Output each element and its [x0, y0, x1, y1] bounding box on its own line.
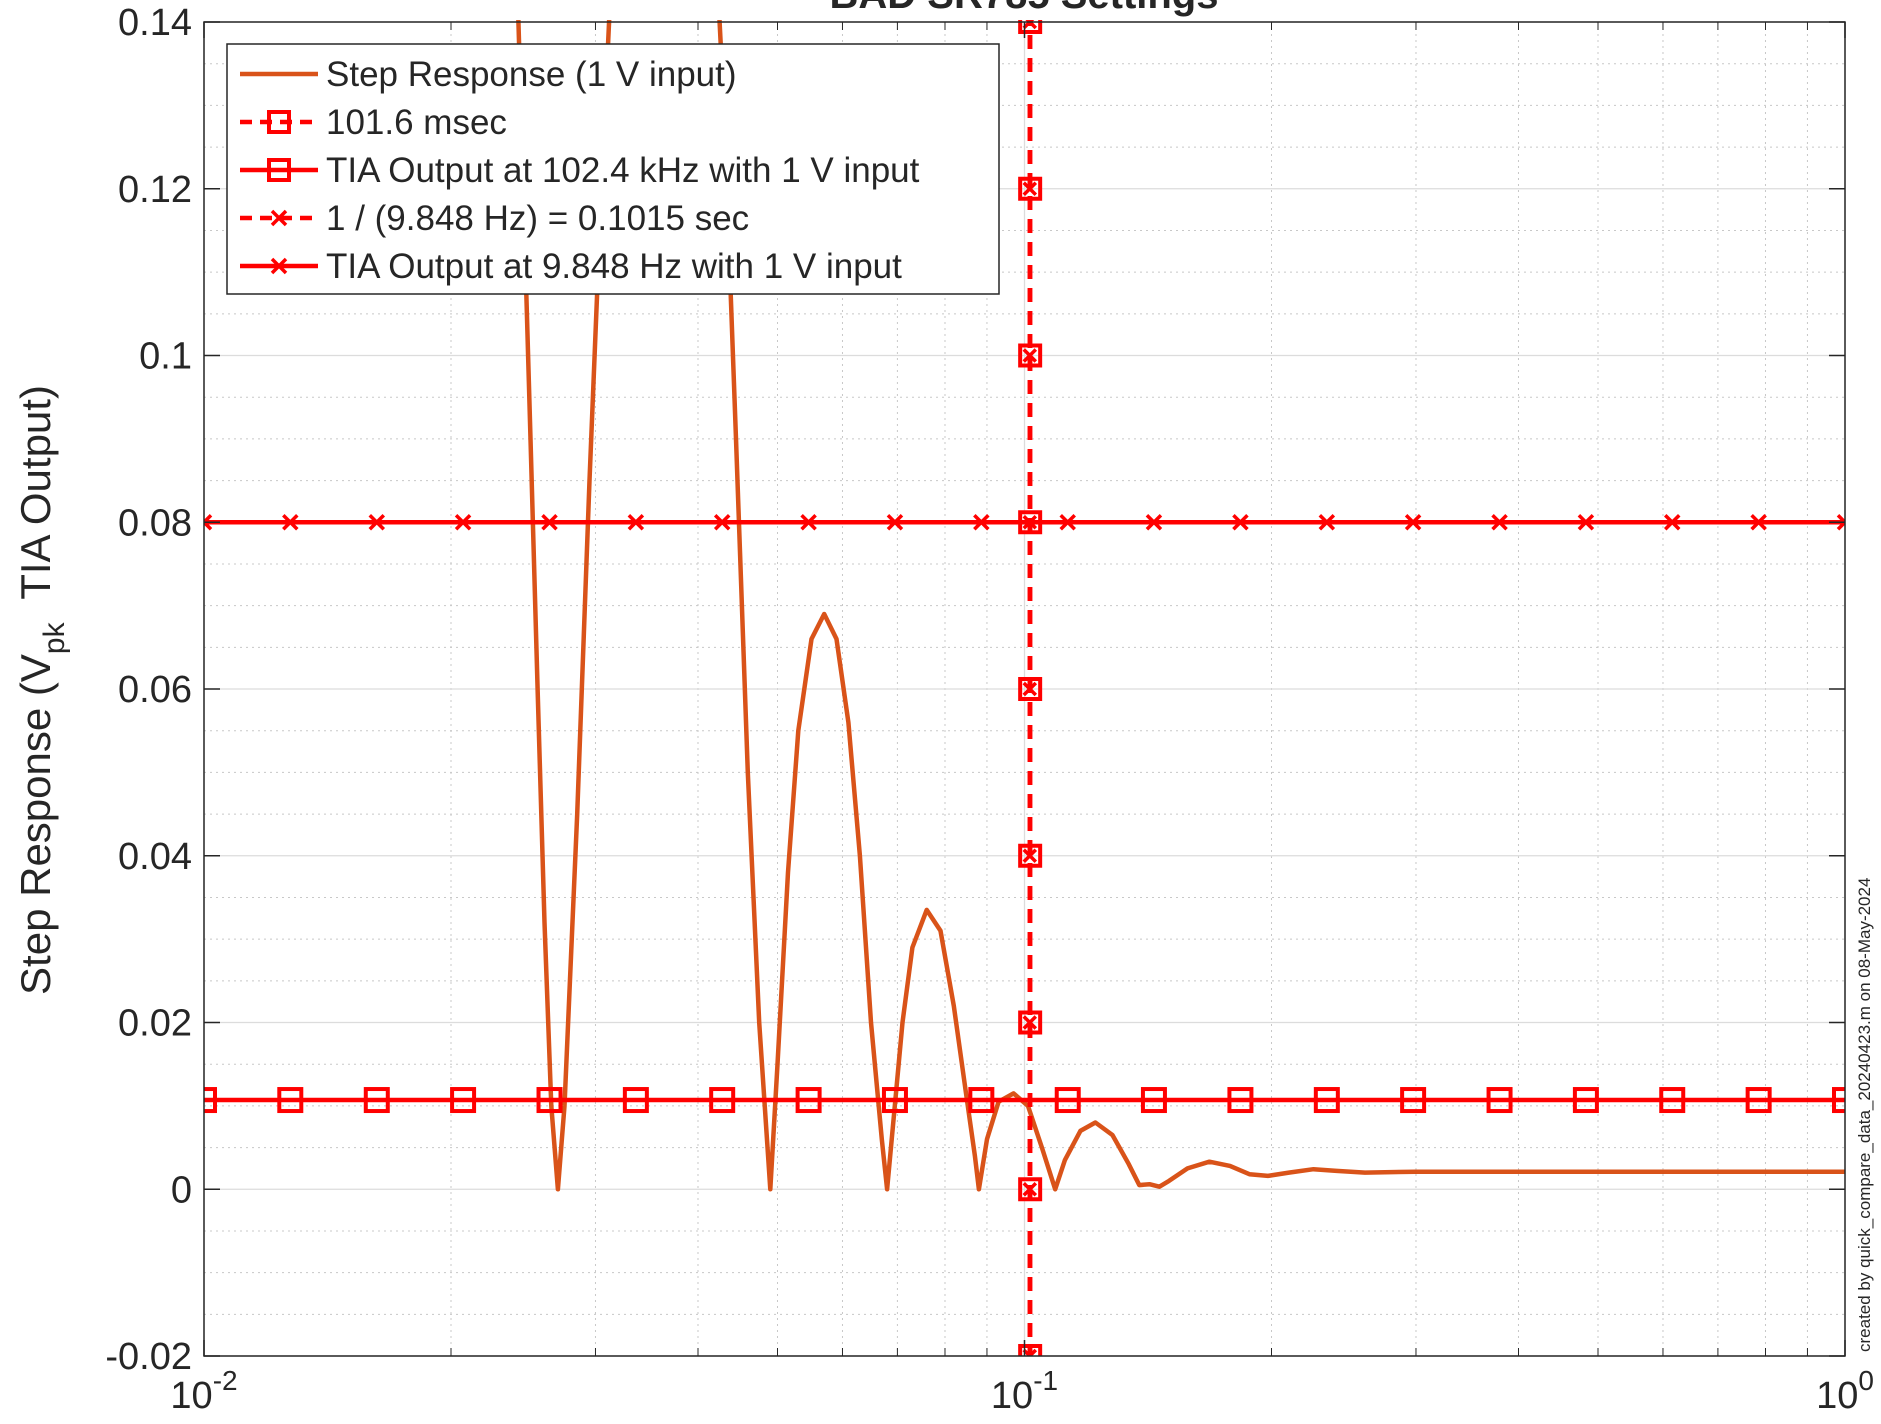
x-tick-label: 10-1	[991, 1365, 1058, 1417]
y-tick-label: 0	[171, 1169, 192, 1211]
y-tick-label: 0.12	[118, 169, 192, 211]
legend-label: 1 / (9.848 Hz) = 0.1015 sec	[326, 199, 749, 238]
axis-ticks	[203, 21, 1846, 1357]
square-marker	[881, 1087, 908, 1114]
square-marker	[1832, 1087, 1845, 1114]
x-marker	[270, 257, 288, 275]
y-tick-label: 0.02	[118, 1003, 192, 1045]
x-marker	[713, 514, 731, 531]
legend-label: 101.6 msec	[326, 103, 507, 142]
legend-entry-4: 1 / (9.848 Hz) = 0.1015 sec	[240, 199, 749, 238]
y-tick-label: 0.1	[139, 336, 192, 378]
x-tick-label: 10-2	[170, 1365, 237, 1417]
y-tick-label: 0.06	[118, 669, 192, 711]
x-marker	[1022, 181, 1038, 196]
y-axis-label-main: Step Response (V	[12, 654, 59, 995]
series-1	[516, 20, 1845, 1192]
x-tick-label-base: 10	[1816, 1375, 1858, 1417]
y-axis-label-suffix: TIA Output)	[12, 385, 59, 622]
legend-entry-3: TIA Output at 102.4 kHz with 1 V input	[240, 151, 920, 190]
x-marker	[1022, 1348, 1038, 1356]
x-tick-label-exponent: -1	[1033, 1365, 1058, 1396]
series-layer	[204, 20, 1845, 1356]
series-5	[204, 514, 1845, 531]
square-marker	[1054, 1087, 1081, 1114]
x-tick-labels: 10-2 10-1 100	[170, 1365, 1874, 1417]
legend-box	[226, 43, 1000, 295]
legend: Step Response (1 V input) 101.6 msec TIA O…	[226, 43, 1000, 295]
x-marker	[1491, 514, 1508, 531]
legend-label: TIA Output at 102.4 kHz with 1 V input	[326, 151, 920, 190]
legend-label: TIA Output at 9.848 Hz with 1 V input	[326, 247, 902, 286]
x-marker	[886, 514, 904, 531]
square-marker	[267, 110, 291, 134]
x-marker	[1022, 681, 1038, 697]
x-tick-label: 100	[1816, 1365, 1874, 1417]
series-3	[204, 1087, 1845, 1114]
square-marker	[1572, 1087, 1599, 1114]
x-marker	[1022, 1182, 1038, 1197]
y-tick-label: -0.02	[105, 1336, 192, 1378]
square-marker	[1227, 1087, 1254, 1114]
x-tick-label-exponent: -2	[213, 1365, 238, 1396]
legend-entry-1: Step Response (1 V input)	[240, 55, 737, 94]
y-tick-label: 0.14	[118, 2, 192, 44]
y-tick-labels: -0.02 0 0.02 0.04 0.06 0.08 0.1 0.12 0.14	[105, 2, 192, 1378]
x-marker	[1232, 514, 1249, 531]
step-response-line	[516, 20, 1845, 1192]
x-tick-label-base: 10	[991, 1375, 1033, 1417]
x-marker	[1577, 514, 1595, 531]
x-marker	[1836, 514, 1845, 531]
legend-label: Step Response (1 V input)	[326, 55, 737, 94]
y-axis-label: Step Response (Vpk TIA Output)	[12, 385, 71, 995]
x-marker	[1022, 348, 1038, 363]
x-marker	[1664, 514, 1681, 531]
x-marker	[454, 514, 472, 531]
square-marker	[1745, 1087, 1772, 1114]
x-marker	[1404, 514, 1422, 531]
square-marker	[363, 1087, 390, 1114]
x-marker	[1145, 514, 1163, 531]
x-marker	[1022, 1015, 1038, 1030]
square-marker	[1659, 1087, 1686, 1114]
square-marker	[267, 158, 291, 182]
square-marker	[450, 1087, 477, 1114]
y-axis-label-subscript: pk	[38, 621, 71, 654]
square-marker	[1140, 1087, 1167, 1114]
x-marker	[282, 514, 299, 531]
square-marker	[795, 1087, 822, 1114]
square-marker	[1018, 1177, 1043, 1202]
legend-entry-5: TIA Output at 9.848 Hz with 1 V input	[240, 247, 902, 286]
square-marker	[1486, 1087, 1513, 1114]
x-tick-label-base: 10	[170, 1375, 212, 1417]
square-marker	[204, 1087, 217, 1114]
square-marker	[622, 1087, 649, 1114]
legend-entry-2: 101.6 msec	[240, 103, 507, 142]
x-marker	[368, 514, 386, 531]
square-marker	[709, 1087, 736, 1114]
x-marker	[204, 514, 213, 531]
x-marker	[1022, 848, 1038, 863]
square-marker	[1313, 1087, 1340, 1114]
y-tick-label: 0.08	[118, 502, 192, 544]
chart-title: BAD SR785 Settings	[830, 0, 1219, 17]
square-marker	[1400, 1087, 1427, 1114]
x-tick-label-exponent: 0	[1858, 1365, 1874, 1396]
square-marker	[968, 1087, 995, 1114]
x-marker	[270, 209, 288, 227]
x-marker	[627, 514, 645, 531]
legend-entries: Step Response (1 V input) 101.6 msec TIA O…	[240, 55, 920, 286]
square-marker	[277, 1087, 304, 1114]
x-marker	[1059, 514, 1076, 531]
x-marker	[1750, 514, 1767, 531]
x-marker	[1318, 514, 1336, 531]
x-marker	[800, 514, 817, 531]
credit-text: created by quick_compare_data_20240423.m…	[1855, 878, 1874, 1352]
x-marker	[541, 514, 558, 531]
y-tick-label: 0.04	[118, 836, 192, 878]
square-marker	[536, 1087, 563, 1114]
x-marker	[973, 514, 990, 531]
